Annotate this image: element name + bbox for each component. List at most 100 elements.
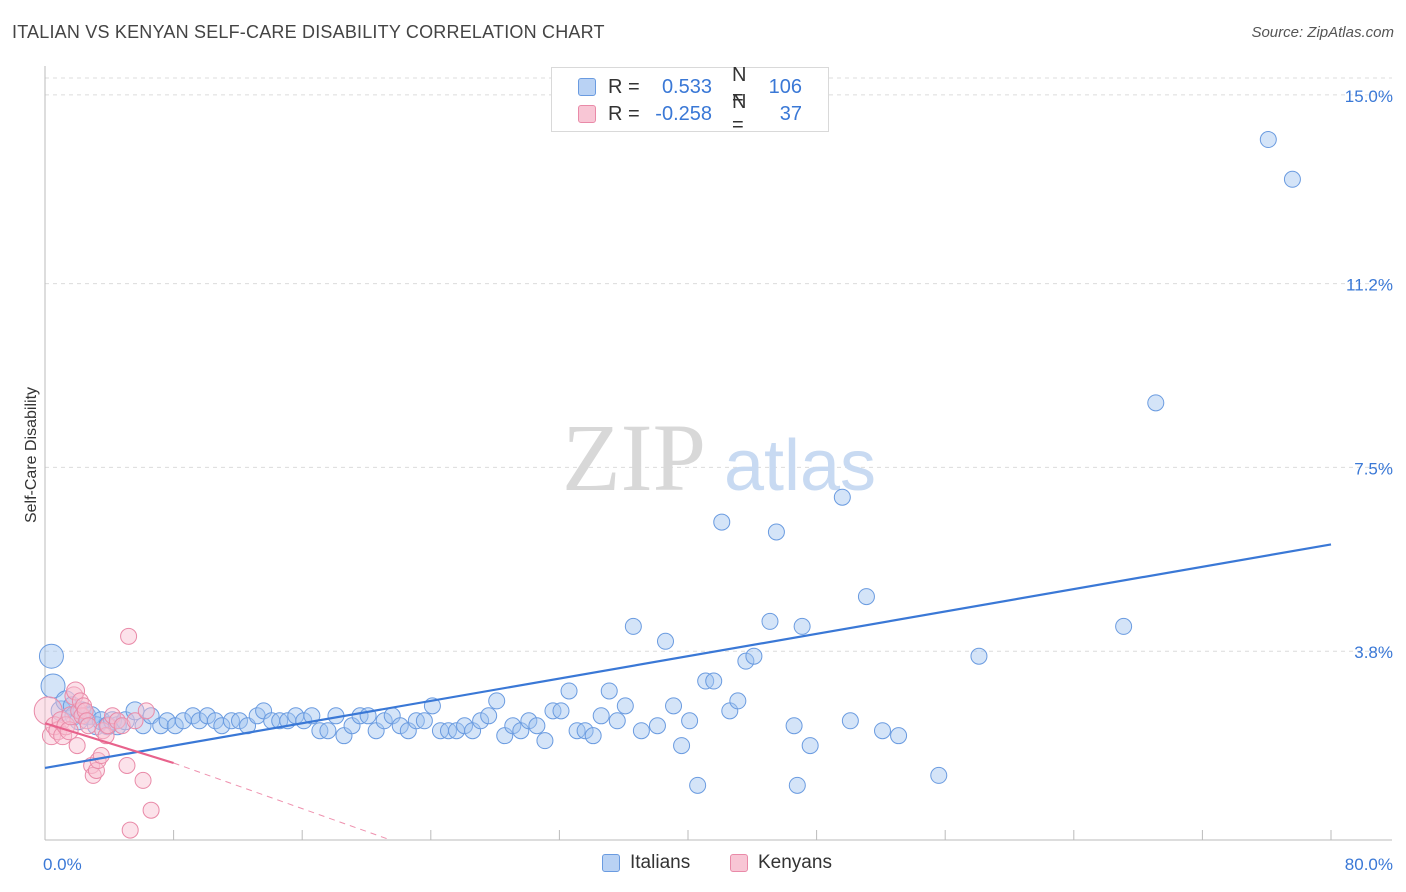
r-value: -0.258: [655, 102, 712, 125]
n-label: N =: [732, 64, 747, 109]
italian-point: [213, 717, 231, 735]
italian-point: [857, 588, 875, 606]
italian-point: [584, 727, 602, 745]
correlation-legend: R = 0.533 N = 106 R = -0.258 N = 37: [551, 64, 829, 136]
italian-point: [729, 692, 747, 710]
italian-point: [632, 722, 650, 740]
italians-trendline: [44, 543, 1332, 770]
italians-swatch: [578, 78, 596, 96]
kenyan-point: [142, 801, 160, 819]
italian-point: [456, 717, 474, 735]
gridlines: [45, 77, 1392, 652]
italian-point: [767, 523, 785, 541]
italian-point: [608, 712, 626, 730]
italian-point: [874, 722, 892, 740]
kenyan-point: [134, 771, 152, 789]
watermark-atlas: atlas: [724, 426, 876, 506]
kenyans-trendline: [44, 722, 174, 765]
italian-point: [673, 737, 691, 755]
italian-point: [504, 717, 522, 735]
italian-point: [788, 776, 806, 794]
italian-point: [415, 712, 433, 730]
kenyan-point: [126, 712, 144, 730]
trendlines: [44, 543, 1332, 841]
r-value: 0.533: [661, 75, 712, 98]
kenyan-point: [92, 747, 110, 765]
kenyans-points: [33, 627, 160, 839]
legend-row-kenyans: R = -0.258 N = 37: [578, 91, 802, 136]
kenyan-point: [94, 722, 112, 740]
italian-point: [713, 513, 731, 531]
kenyan-point: [120, 627, 138, 645]
italian-point: [833, 488, 851, 506]
italian-point: [536, 732, 554, 750]
italians-legend-swatch: [602, 854, 620, 872]
italian-point: [681, 712, 699, 730]
watermark-zip: ZIP: [562, 404, 706, 511]
italian-point: [689, 776, 707, 794]
italian-point: [624, 617, 642, 635]
italian-point: [656, 632, 674, 650]
italian-point: [592, 707, 610, 725]
legend-row-italians: R = 0.533 N = 106: [578, 64, 802, 109]
italian-point: [1259, 131, 1277, 149]
kenyan-point: [113, 717, 131, 735]
kenyan-point: [121, 821, 139, 839]
italian-point: [552, 702, 570, 720]
kenyan-point: [68, 737, 86, 755]
italian-point: [166, 717, 184, 735]
italian-point: [488, 692, 506, 710]
legend-item-italians[interactable]: Italians: [602, 852, 690, 874]
kenyans-swatch: [578, 105, 596, 123]
italian-point: [472, 712, 490, 730]
italian-point: [761, 612, 779, 630]
italians-points: [38, 131, 1301, 794]
y-tick-label: 11.2%: [1346, 276, 1393, 295]
kenyan-point: [79, 717, 97, 735]
y-tick-label: 15.0%: [1345, 87, 1393, 106]
italian-point: [600, 682, 618, 700]
italian-point: [198, 707, 216, 725]
italians-legend-label: Italians: [630, 852, 691, 873]
italian-point: [890, 727, 908, 745]
italian-point: [375, 712, 393, 730]
italian-point: [1283, 170, 1301, 188]
italian-point: [319, 722, 337, 740]
italian-point: [841, 712, 859, 730]
watermark: ZIP atlas: [562, 404, 876, 511]
r-label: R =: [608, 75, 640, 98]
italian-point: [970, 647, 988, 665]
italian-point: [705, 672, 723, 690]
italian-point: [785, 717, 803, 735]
italian-point: [576, 722, 594, 740]
x-tick-label: 80.0%: [1345, 855, 1393, 874]
italian-point: [1147, 394, 1165, 412]
kenyan-point: [99, 717, 117, 735]
kenyan-point: [118, 756, 136, 774]
italian-point: [801, 737, 819, 755]
kenyan-point: [108, 712, 126, 730]
italian-point: [930, 766, 948, 784]
italian-point: [480, 707, 498, 725]
chart-title: ITALIAN VS KENYAN SELF-CARE DISABILITY C…: [12, 22, 605, 42]
italian-point: [745, 647, 763, 665]
n-value: 37: [779, 102, 802, 125]
italian-point: [231, 712, 249, 730]
kenyans-legend-label: Kenyans: [758, 852, 832, 873]
italian-point: [737, 652, 755, 670]
italian-point: [616, 697, 634, 715]
italian-point: [38, 643, 64, 669]
italian-point: [665, 697, 683, 715]
kenyans-trendline-extension: [173, 762, 391, 841]
x-tick-label: 0.0%: [43, 855, 82, 874]
italian-point: [648, 717, 666, 735]
kenyans-legend-swatch: [730, 854, 748, 872]
legend-item-kenyans[interactable]: Kenyans: [730, 852, 832, 874]
kenyan-point: [71, 692, 89, 710]
r-label: R =: [608, 102, 640, 125]
y-tick-label: 7.5%: [1354, 459, 1393, 478]
tick-labels: 3.8% 7.5% 11.2% 15.0% 0.0% 80.0%: [43, 87, 1393, 874]
italian-point: [391, 717, 409, 735]
y-axis-label: Self-Care Disability: [23, 387, 40, 523]
